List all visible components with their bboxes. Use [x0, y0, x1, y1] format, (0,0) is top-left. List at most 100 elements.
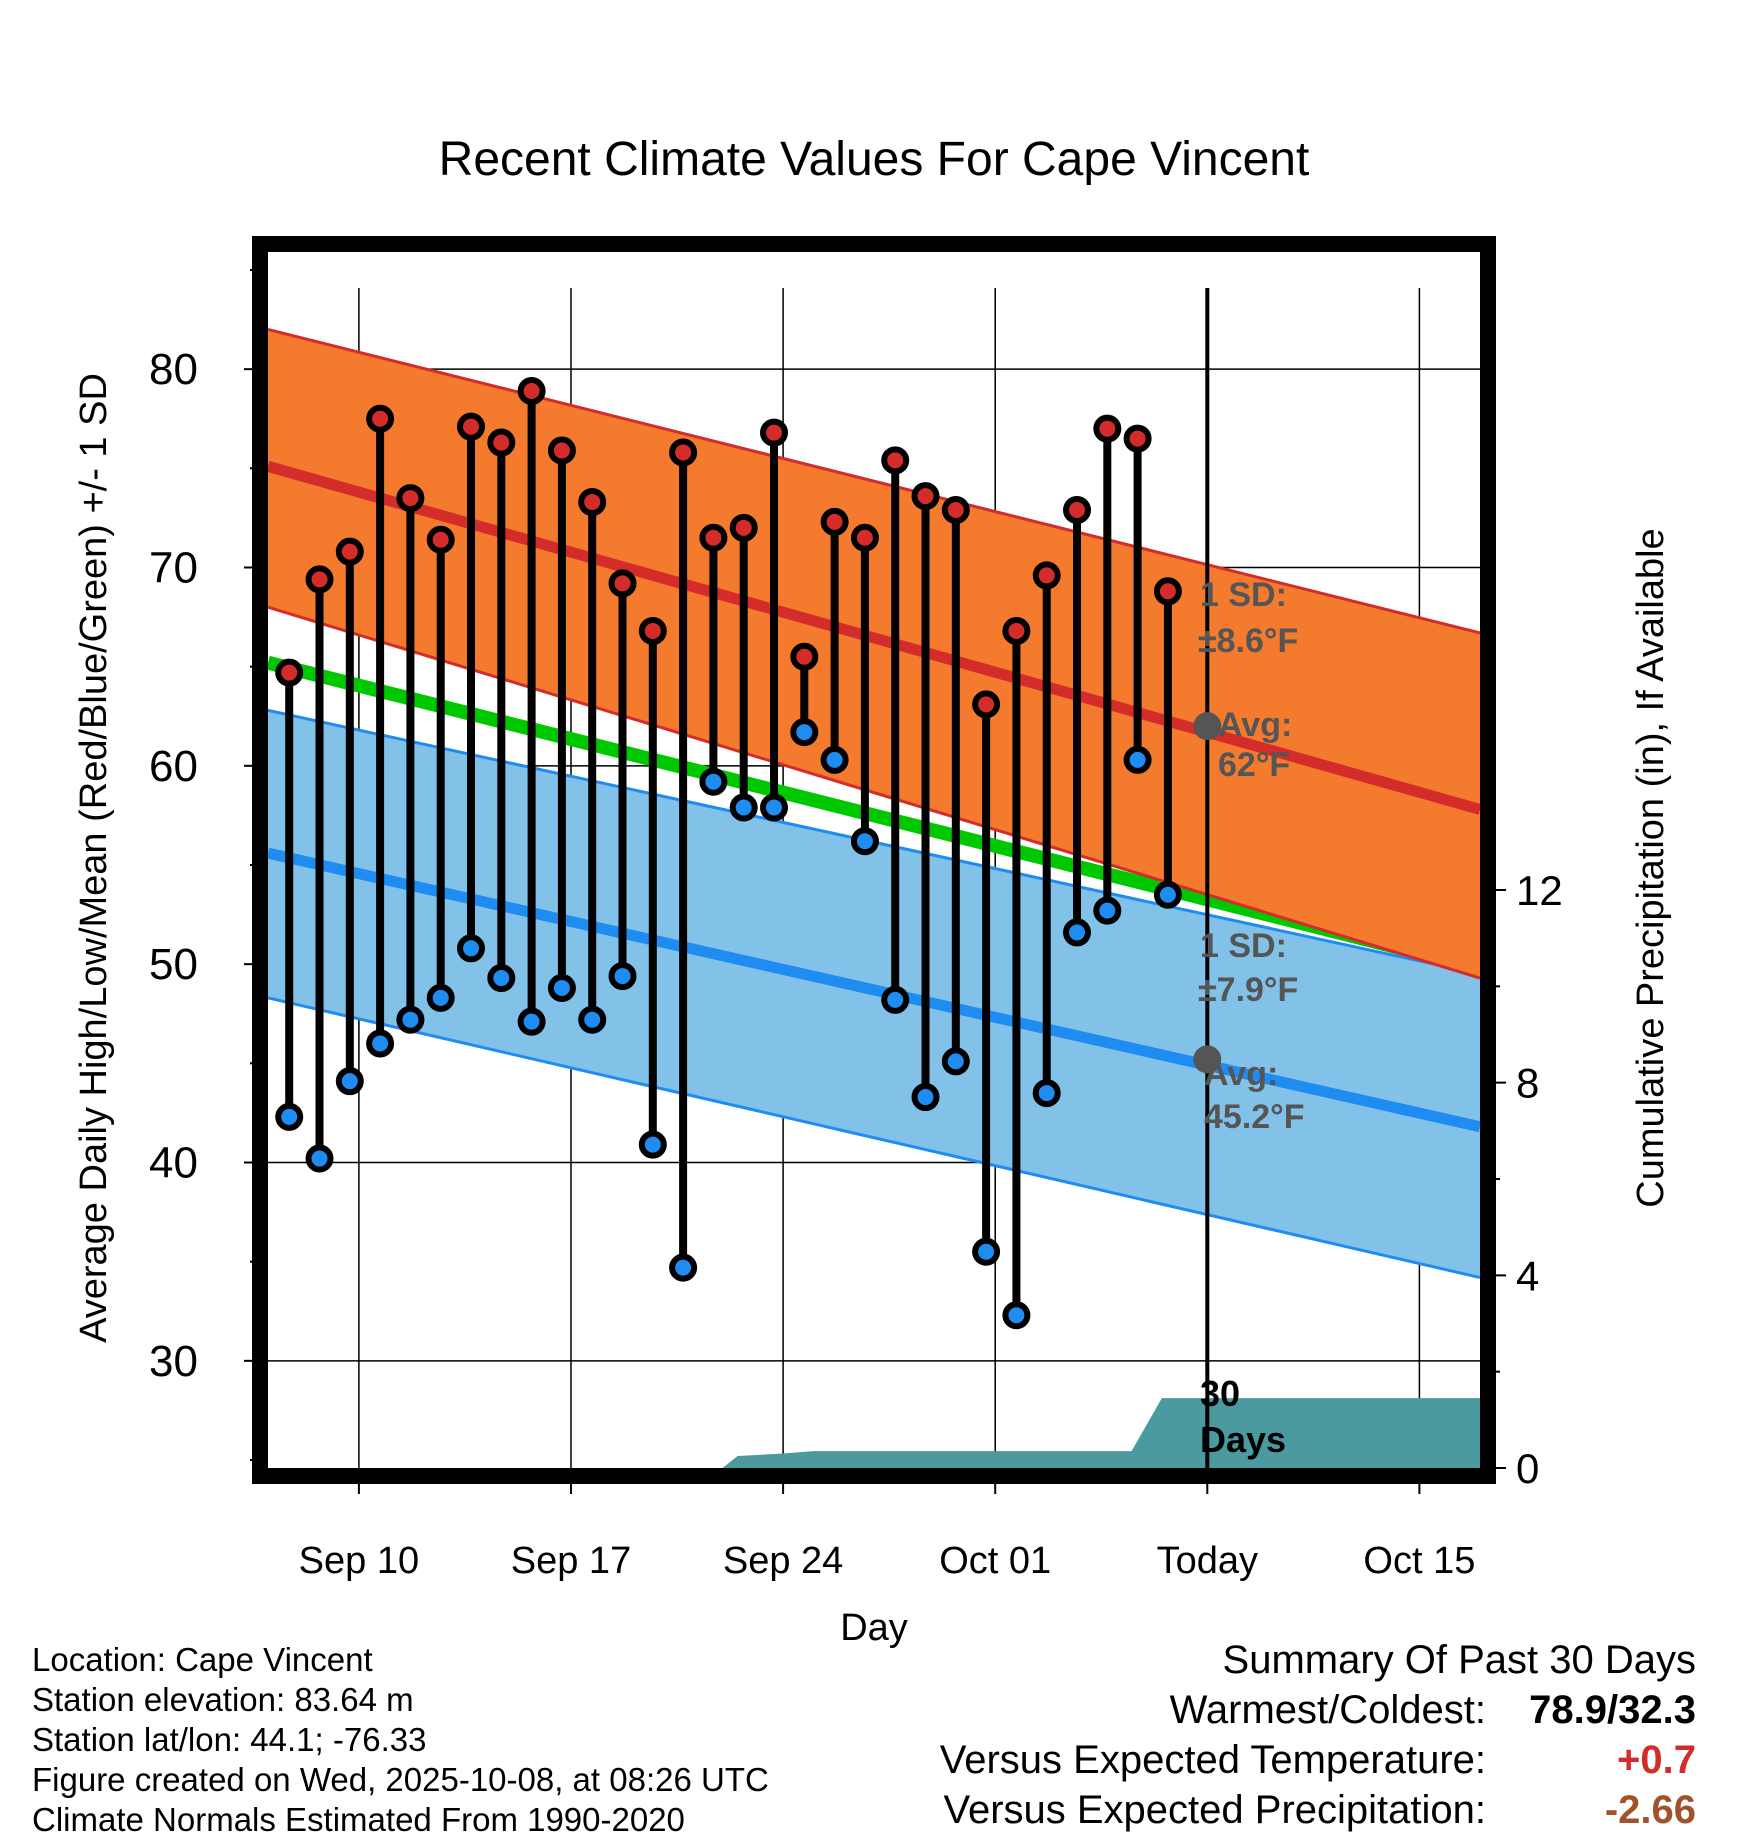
daily-high-point [760, 418, 789, 447]
temp-value: +0.7 [1617, 1738, 1696, 1782]
high-avg-today-marker [1193, 712, 1222, 741]
elevation-text: Station elevation: 83.64 m [32, 1681, 414, 1718]
precip-area [268, 1398, 1480, 1468]
days-unit-label: Days [1200, 1419, 1286, 1460]
daily-high-point [457, 412, 486, 441]
warm-cold-value: 78.9/32.3 [1529, 1688, 1696, 1732]
daily-high-point [1153, 577, 1182, 606]
y-tick-label: 30 [149, 1337, 198, 1386]
daily-high-point [699, 523, 728, 552]
precip-label: Versus Expected Precipitation: [943, 1788, 1486, 1832]
low-sd-value: ±7.9°F [1198, 971, 1298, 1009]
daily-high-point [1093, 414, 1122, 443]
summary-warm-cold-row: Warmest/Coldest: 78.9/32.3 [940, 1685, 1696, 1735]
daily-high-point [487, 428, 516, 457]
x-tick-label: Sep 10 [299, 1540, 419, 1582]
location-text: Location: Cape Vincent [32, 1641, 373, 1678]
x-tick-label: Oct 15 [1363, 1540, 1475, 1582]
chart-title: Recent Climate Values For Cape Vincent [439, 133, 1310, 186]
y-tick-label: 50 [149, 940, 198, 989]
y-tick-label: 80 [149, 345, 198, 394]
daily-high-point [517, 376, 546, 405]
plot-area [268, 288, 1480, 1468]
high-sd-upper-line [268, 328, 1480, 635]
summary-title: Summary Of Past 30 Days [1222, 1638, 1696, 1682]
low-avg-today-marker [1193, 1045, 1222, 1074]
daily-high-point [972, 690, 1001, 719]
daily-high-point [1032, 561, 1061, 590]
daily-low-point [335, 1067, 364, 1096]
daily-high-point [366, 404, 395, 433]
y2-tick-label: 12 [1516, 867, 1563, 914]
x-tick-label: Oct 01 [939, 1540, 1051, 1582]
low-sd-lower-line [268, 996, 1480, 1279]
daily-low-point [487, 964, 516, 993]
daily-low-point [578, 1005, 607, 1034]
daily-high-point [1002, 616, 1031, 645]
x-axis-label: Day [840, 1607, 908, 1649]
plot-frame [252, 236, 1496, 1484]
daily-low-point [729, 793, 758, 822]
daily-high-point [729, 513, 758, 542]
daily-low-point [547, 973, 576, 1002]
daily-low-point [669, 1253, 698, 1282]
daily-low-point [972, 1237, 1001, 1266]
daily-high-point [820, 507, 849, 536]
x-tick-label: Sep 24 [723, 1540, 843, 1582]
daily-low-point [911, 1083, 940, 1112]
daily-high-point [275, 658, 304, 687]
daily-high-point [881, 446, 910, 475]
y-tick-label: 40 [149, 1139, 198, 1188]
daily-high-point [941, 495, 970, 524]
summary-panel: Summary Of Past 30 Days Warmest/Coldest:… [940, 1635, 1696, 1835]
daily-low-point [305, 1144, 334, 1173]
days-count-label: 30 [1200, 1373, 1240, 1414]
y-tick-label: 60 [149, 742, 198, 791]
summary-precip-row: Versus Expected Precipitation: -2.66 [940, 1785, 1696, 1835]
low-sd-label: 1 SD: [1200, 927, 1287, 965]
normals-text: Climate Normals Estimated From 1990-2020 [32, 1801, 685, 1838]
daily-high-point [578, 488, 607, 517]
daily-low-point [457, 934, 486, 963]
daily-low-point [396, 1005, 425, 1034]
y2-axis-label: Cumulative Precipitation (in), If Availa… [1630, 528, 1672, 1207]
daily-low-point [699, 767, 728, 796]
daily-low-point [275, 1102, 304, 1131]
warm-cold-label: Warmest/Coldest: [1169, 1688, 1486, 1732]
daily-low-point [760, 793, 789, 822]
daily-low-point [881, 985, 910, 1014]
x-tick-label: Sep 17 [511, 1540, 631, 1582]
y2-tick-label: 0 [1516, 1445, 1539, 1492]
daily-low-point [1063, 918, 1092, 947]
y-axis-label: Average Daily High/Low/Mean (Red/Blue/Gr… [73, 373, 115, 1343]
daily-low-point [608, 962, 637, 991]
daily-high-point [1063, 495, 1092, 524]
high-avg-value: 62°F [1218, 746, 1290, 784]
latlon-text: Station lat/lon: 44.1; -76.33 [32, 1721, 427, 1758]
daily-high-point [638, 616, 667, 645]
daily-high-point [790, 642, 819, 671]
daily-high-point [335, 537, 364, 566]
daily-high-point [426, 525, 455, 554]
high-sd-label: 1 SD: [1200, 576, 1287, 614]
daily-low-point [941, 1047, 970, 1076]
created-text: Figure created on Wed, 2025-10-08, at 08… [32, 1761, 769, 1798]
daily-low-point [820, 745, 849, 774]
daily-high-point [669, 438, 698, 467]
daily-low-point [850, 827, 879, 856]
daily-low-point [638, 1130, 667, 1159]
daily-high-point [396, 484, 425, 513]
high-avg-label: Avg: [1218, 706, 1292, 744]
daily-high-point [1123, 424, 1152, 453]
daily-low-point [1032, 1079, 1061, 1108]
daily-low-point [1002, 1301, 1031, 1330]
daily-high-point [305, 565, 334, 594]
daily-high-point [608, 569, 637, 598]
daily-high-point [850, 523, 879, 552]
summary-temp-row: Versus Expected Temperature: +0.7 [940, 1735, 1696, 1785]
y-tick-label: 70 [149, 544, 198, 593]
low-avg-label: Avg: [1204, 1055, 1278, 1093]
daily-low-point [1093, 896, 1122, 925]
daily-high-point [547, 436, 576, 465]
